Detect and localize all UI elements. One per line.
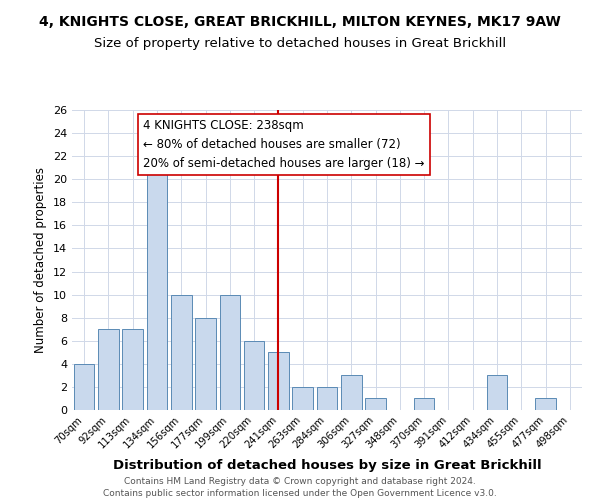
Bar — [146, 168, 167, 410]
Text: Size of property relative to detached houses in Great Brickhill: Size of property relative to detached ho… — [94, 38, 506, 51]
Text: 4, KNIGHTS CLOSE, GREAT BRICKHILL, MILTON KEYNES, MK17 9AW: 4, KNIGHTS CLOSE, GREAT BRICKHILL, MILTO… — [39, 15, 561, 29]
Bar — [220, 294, 240, 410]
Bar — [414, 398, 434, 410]
X-axis label: Distribution of detached houses by size in Great Brickhill: Distribution of detached houses by size … — [113, 459, 541, 472]
Y-axis label: Number of detached properties: Number of detached properties — [34, 167, 47, 353]
Bar — [122, 329, 143, 410]
Bar — [365, 398, 386, 410]
Bar — [98, 329, 119, 410]
Text: 4 KNIGHTS CLOSE: 238sqm
← 80% of detached houses are smaller (72)
20% of semi-de: 4 KNIGHTS CLOSE: 238sqm ← 80% of detache… — [143, 119, 425, 170]
Bar — [535, 398, 556, 410]
Bar — [244, 341, 265, 410]
Text: Contains HM Land Registry data © Crown copyright and database right 2024.: Contains HM Land Registry data © Crown c… — [124, 478, 476, 486]
Bar — [171, 294, 191, 410]
Bar — [292, 387, 313, 410]
Bar — [487, 376, 508, 410]
Text: Contains public sector information licensed under the Open Government Licence v3: Contains public sector information licen… — [103, 489, 497, 498]
Bar — [195, 318, 216, 410]
Bar — [317, 387, 337, 410]
Bar — [268, 352, 289, 410]
Bar — [341, 376, 362, 410]
Bar — [74, 364, 94, 410]
